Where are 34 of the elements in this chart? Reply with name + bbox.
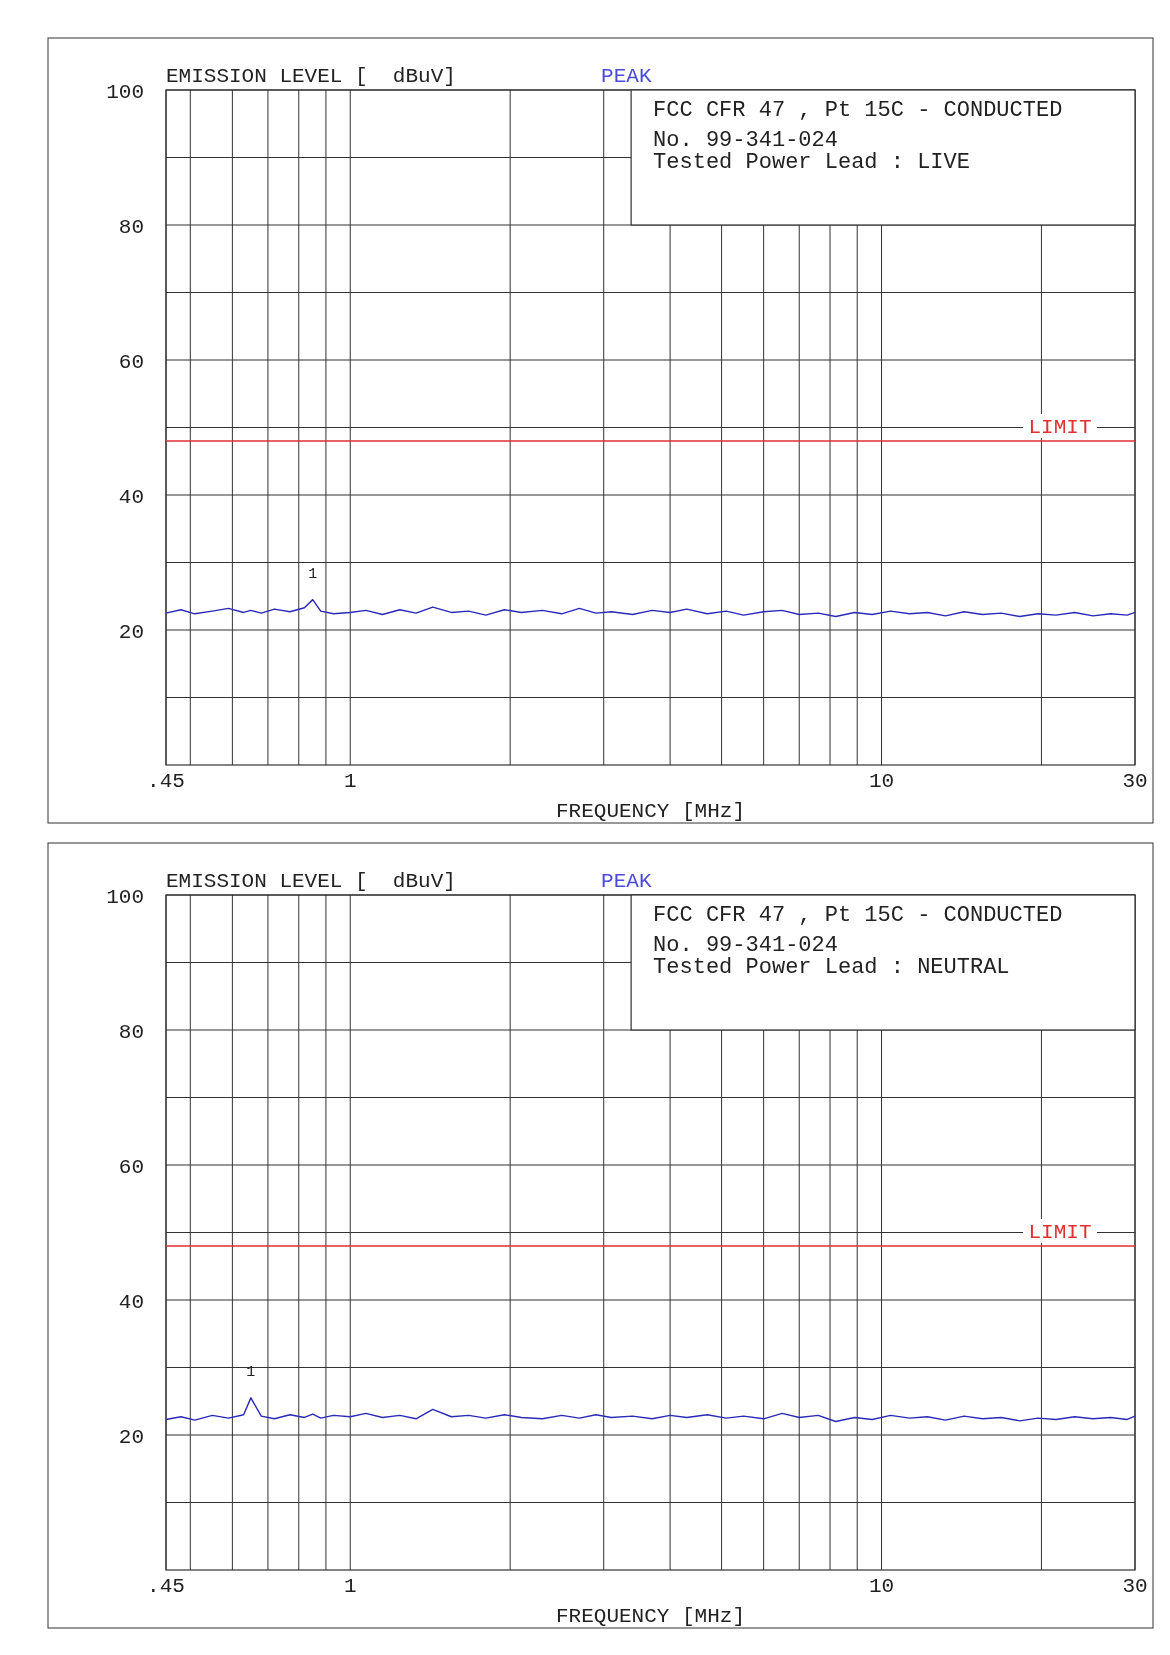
annotation: Tested Power Lead : NEUTRAL bbox=[653, 955, 1010, 980]
y-axis-title: EMISSION LEVEL [ dBuV] bbox=[166, 870, 456, 893]
x-tick-label: .45 bbox=[147, 1575, 185, 1598]
x-axis-title: FREQUENCY [MHz] bbox=[555, 1605, 746, 1628]
ref-line-label: LIMIT bbox=[1028, 1221, 1092, 1244]
y-tick-label: 40 bbox=[118, 486, 144, 509]
y-tick-label: 60 bbox=[118, 351, 144, 374]
y-axis-title: EMISSION LEVEL [ dBuV] bbox=[166, 65, 456, 88]
annotation: FCC CFR 47 , Pt 15C - CONDUCTED bbox=[653, 98, 1063, 123]
annotation: No. 99-341-024 bbox=[653, 933, 838, 958]
annotation: No. 99-341-024 bbox=[653, 128, 838, 153]
y-tick-label: 60 bbox=[118, 1156, 144, 1179]
x-tick-label: 1 bbox=[343, 770, 357, 793]
y-tick-label: 100 bbox=[106, 81, 144, 104]
y-tick-label: 80 bbox=[118, 1021, 144, 1044]
text: PEAK bbox=[601, 65, 652, 88]
x-tick-label: 10 bbox=[868, 1575, 895, 1598]
x-tick-label: 30 bbox=[1122, 1575, 1148, 1598]
text: PEAK bbox=[601, 870, 652, 893]
x-tick-label: 1 bbox=[343, 1575, 357, 1598]
x-tick-label: 30 bbox=[1122, 770, 1148, 793]
annotation: 1 bbox=[308, 565, 318, 583]
annotation: Tested Power Lead : LIVE bbox=[653, 150, 970, 175]
y-tick-label: 20 bbox=[118, 621, 144, 644]
y-tick-label: 40 bbox=[118, 1291, 144, 1314]
y-tick-label: 80 bbox=[118, 216, 144, 239]
annotation: 1 bbox=[246, 1363, 256, 1381]
annotation: FCC CFR 47 , Pt 15C - CONDUCTED bbox=[653, 903, 1063, 928]
y-tick-label: 100 bbox=[106, 886, 144, 909]
x-tick-label: .45 bbox=[147, 770, 185, 793]
ref-line-label: LIMIT bbox=[1028, 416, 1092, 439]
x-tick-label: 10 bbox=[868, 770, 895, 793]
x-axis-title: FREQUENCY [MHz] bbox=[555, 800, 746, 823]
y-tick-label: 20 bbox=[118, 1426, 144, 1449]
